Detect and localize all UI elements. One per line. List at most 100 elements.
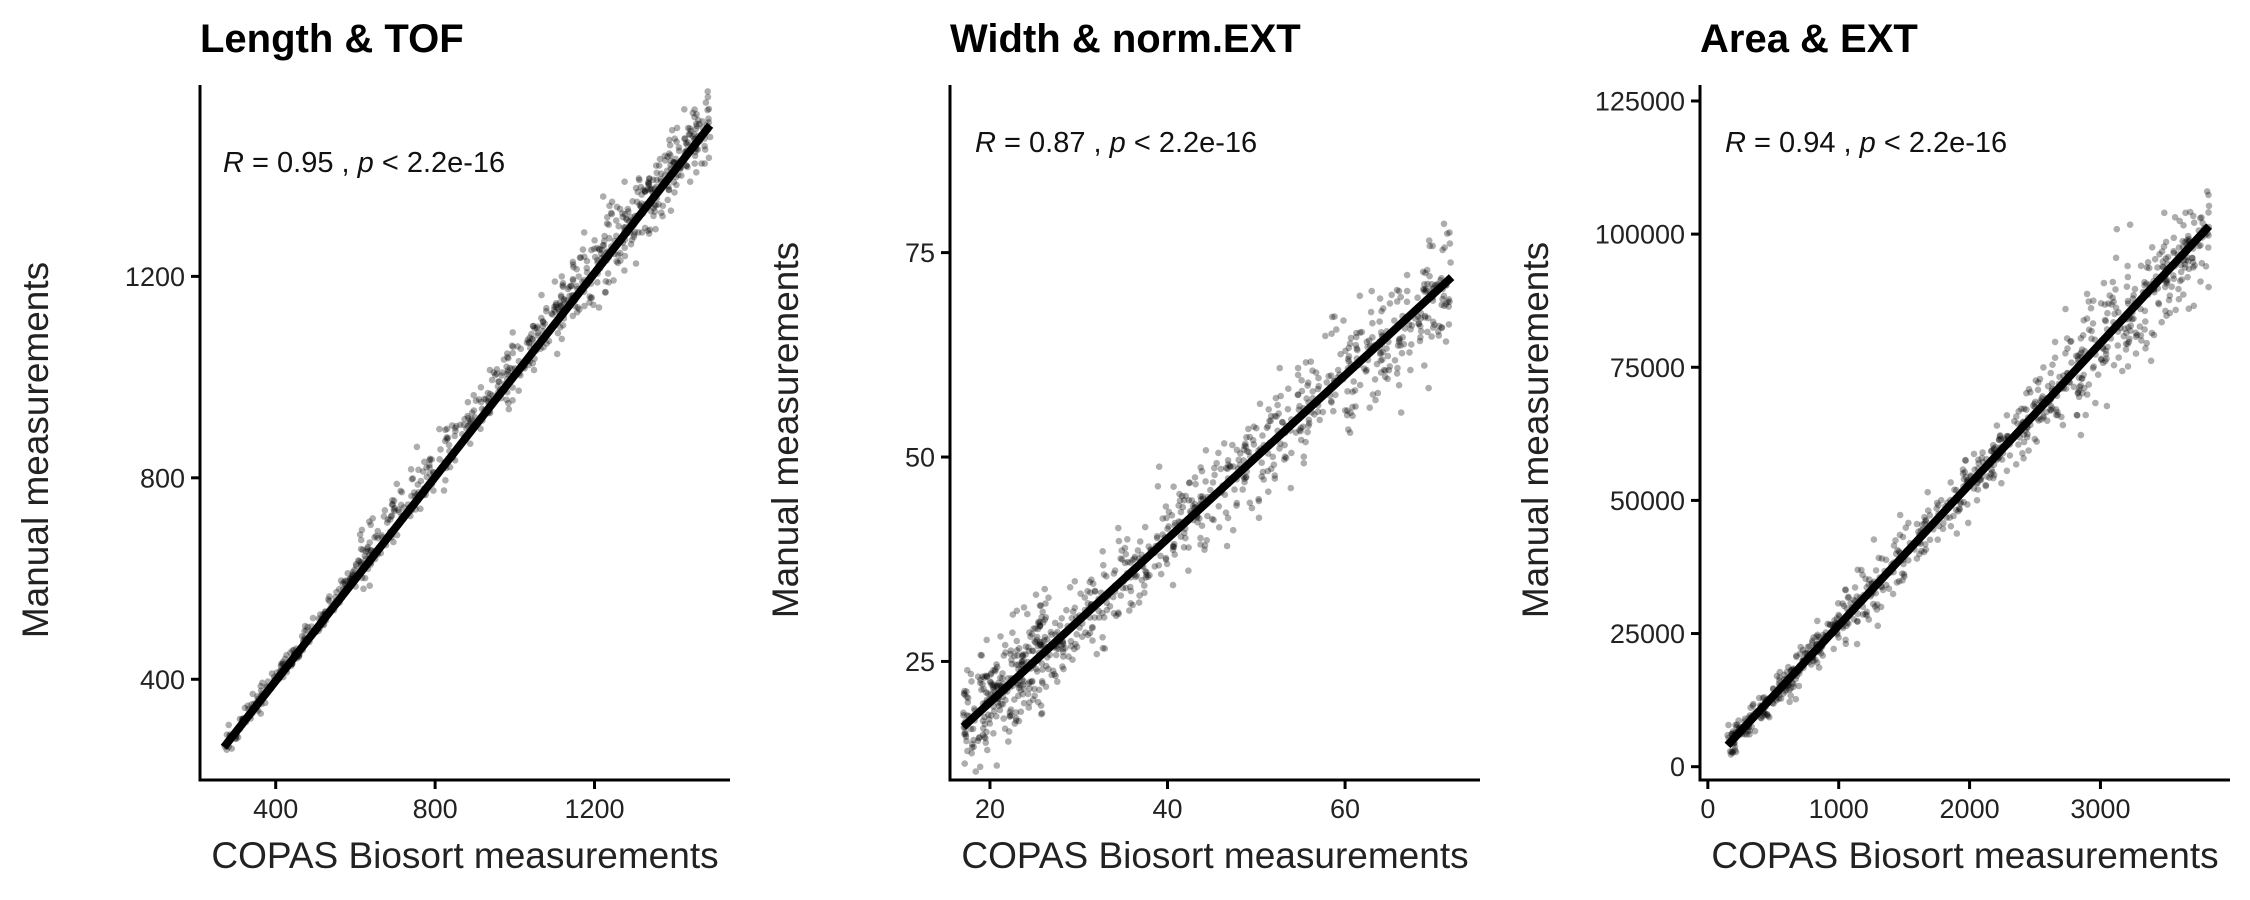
data-point: [410, 489, 418, 496]
data-point: [602, 289, 609, 296]
data-point: [2123, 329, 2130, 337]
data-point: [1926, 536, 1934, 544]
data-point: [1243, 473, 1250, 481]
data-point: [1921, 513, 1928, 521]
data-point: [1384, 375, 1391, 383]
data-point: [963, 688, 970, 695]
data-point: [2197, 278, 2204, 285]
data-point: [1178, 492, 1186, 500]
data-point: [1169, 546, 1177, 554]
data-point: [1989, 469, 1996, 476]
data-point: [1727, 751, 1735, 758]
data-point: [1127, 600, 1134, 607]
data-point: [1025, 647, 1033, 655]
data-point: [2110, 361, 2118, 369]
data-point: [2020, 455, 2027, 462]
data-point: [1853, 618, 1861, 625]
data-point: [1029, 647, 1036, 655]
data-point: [664, 153, 671, 160]
data-point: [2024, 430, 2031, 438]
data-point: [2106, 292, 2113, 299]
data-point: [1766, 713, 1773, 721]
data-point: [983, 673, 991, 680]
data-point: [1346, 429, 1354, 437]
data-point: [1749, 702, 1757, 709]
data-point: [1391, 357, 1399, 364]
data-point: [621, 252, 629, 260]
data-point: [1036, 618, 1044, 626]
data-point: [2126, 335, 2133, 343]
data-point: [543, 304, 550, 312]
data-point: [967, 725, 975, 733]
data-point: [2154, 264, 2161, 271]
data-point: [630, 231, 638, 238]
data-point: [569, 312, 577, 320]
data-point: [1809, 637, 1816, 644]
data-point: [426, 456, 433, 464]
data-point: [1377, 369, 1385, 376]
data-point: [495, 378, 503, 385]
data-point: [1131, 553, 1139, 561]
data-point: [1417, 315, 1424, 322]
data-point: [2079, 389, 2086, 397]
data-point: [1281, 441, 1288, 449]
data-point: [2197, 214, 2204, 222]
data-point: [2076, 383, 2083, 391]
data-point: [2058, 413, 2065, 421]
data-point: [1012, 709, 1020, 716]
data-point: [655, 162, 663, 169]
data-point: [2205, 191, 2212, 199]
data-point: [1241, 442, 1248, 450]
data-point: [1877, 603, 1885, 611]
data-point: [587, 294, 595, 302]
data-point: [686, 178, 694, 185]
data-point: [1379, 356, 1386, 363]
data-point: [659, 212, 666, 220]
data-point: [665, 186, 673, 194]
data-point: [2074, 412, 2081, 419]
data-point: [1834, 600, 1842, 607]
data-point: [2075, 387, 2083, 394]
data-point: [1443, 230, 1451, 237]
data-point: [1447, 259, 1454, 266]
data-point: [2112, 254, 2120, 262]
data-point: [1397, 293, 1404, 301]
data-point: [2105, 300, 2112, 307]
data-point: [374, 534, 382, 542]
data-point: [659, 202, 667, 210]
data-point: [1851, 584, 1859, 591]
data-point: [362, 548, 370, 555]
data-point: [1091, 588, 1099, 595]
data-point: [2205, 202, 2213, 210]
regression-line: [1724, 223, 2212, 749]
data-point: [2099, 359, 2107, 367]
data-point: [1309, 388, 1316, 395]
data-point: [1132, 573, 1139, 581]
data-point: [1002, 696, 1009, 704]
data-point: [1026, 685, 1033, 692]
data-point: [325, 596, 332, 603]
data-point: [1435, 322, 1443, 330]
data-point: [964, 694, 972, 702]
data-point: [1950, 512, 1957, 520]
data-point: [1386, 363, 1394, 370]
data-point: [579, 246, 587, 253]
data-point: [983, 636, 990, 644]
data-point: [1835, 611, 1842, 619]
data-point: [691, 152, 699, 160]
data-point: [681, 135, 688, 142]
data-point: [2033, 438, 2040, 445]
data-point: [613, 203, 621, 211]
data-point: [1155, 463, 1163, 471]
data-point: [1015, 717, 1023, 725]
data-point: [638, 191, 645, 198]
data-point: [2175, 244, 2183, 251]
data-point: [1919, 521, 1926, 528]
data-point: [326, 597, 333, 605]
data-point: [301, 627, 308, 635]
data-point: [2012, 461, 2020, 468]
data-point: [1222, 464, 1230, 472]
data-point: [698, 160, 705, 167]
data-point: [559, 279, 567, 287]
data-point: [2205, 244, 2212, 251]
